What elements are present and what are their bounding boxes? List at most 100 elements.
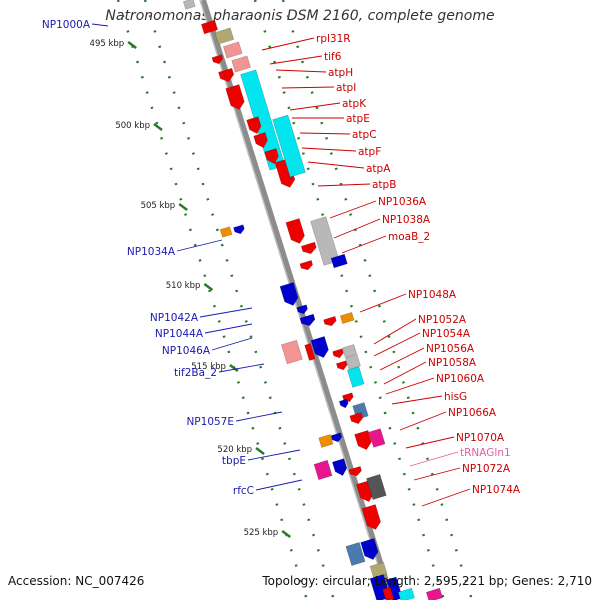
gene-arrow [264,148,279,165]
gene-label-tRNAGln1[interactable]: tRNAGln1 [460,447,511,459]
kbp-tick-mark [203,283,214,291]
gene-label-NP1072A[interactable]: NP1072A [462,463,511,475]
gene-label-tif6[interactable]: tif6 [324,51,342,63]
leader-line [176,239,223,252]
gene-feature [330,432,343,443]
gene-feature [300,241,317,255]
gene-label-tif2Ba_2[interactable]: tif2Ba_2 [174,367,217,379]
gene-box [214,27,235,45]
gene-label-atpE[interactable]: atpE [346,113,370,125]
gene-label-moaB_2[interactable]: moaB_2 [388,231,430,243]
leader-line [235,411,283,422]
gene-label-NP1038A[interactable]: NP1038A [382,214,431,226]
gene-arrow [225,84,245,110]
gene-feature [214,27,235,45]
gene-arrow [360,538,379,560]
gene-arrow [218,67,235,83]
gene-label-NP1074A[interactable]: NP1074A [472,484,521,496]
gene-box [330,253,348,269]
leader-line [413,467,461,481]
gene-arrow [342,392,354,403]
kbp-ticks: 495 kbp 500 kbp 505 kbp 510 kbp 515 kbp 520 k… [90,39,291,538]
gene-features [182,0,443,600]
gene-feature [348,466,362,477]
gene-feature [299,313,316,327]
gene-arrow [246,116,262,135]
gene-label-NP1060A[interactable]: NP1060A [436,373,485,385]
leader-line [301,147,357,152]
gene-feature [253,132,268,149]
leader-line [379,347,425,371]
gene-label-rpl31R[interactable]: rpl31R [316,33,351,45]
kbp-tick-label: 525 kbp [244,528,279,538]
gene-label-atpB[interactable]: atpB [372,179,396,191]
leader-line [383,361,427,385]
gene-arrow [361,504,381,530]
leader-line [341,235,387,254]
leader-line [281,86,335,89]
leader-line [211,337,253,351]
gene-label-NP1036A[interactable]: NP1036A [378,196,427,208]
gene-label-NP1058A[interactable]: NP1058A [428,357,477,369]
gene-label-NP1042A[interactable]: NP1042A [150,312,199,324]
gene-label-atpK[interactable]: atpK [342,98,367,110]
gene-feature [313,459,333,481]
gene-feature [354,429,372,450]
genome-summary-text: Topology: circular; Length: 2,595,221 bp… [262,574,592,588]
gene-label-NP1048A[interactable]: NP1048A [408,289,457,301]
gene-label-NP1057E[interactable]: NP1057E [186,416,234,428]
gene-label-NP1034A[interactable]: NP1034A [127,246,176,258]
kbp-tick-mark [255,447,265,455]
gene-box [318,434,334,448]
gene-label-atpF[interactable]: atpF [358,146,381,158]
gene-feature [225,84,245,110]
gene-label-atpC[interactable]: atpC [352,129,377,141]
gene-feature [310,216,340,266]
gene-feature [310,336,329,358]
gene-label-NP1052A[interactable]: NP1052A [418,314,467,326]
kbp-tick-mark [178,203,188,211]
gene-box [397,587,415,600]
leader-line [385,377,435,395]
gene-feature [299,260,313,271]
gene-box [345,354,361,370]
gene-label-NP1000A[interactable]: NP1000A [42,19,91,31]
gene-feature [318,434,334,448]
gene-label-NP1056A[interactable]: NP1056A [426,343,475,355]
leader-line [307,161,365,169]
kbp-tick-mark [281,530,291,538]
gene-feature [304,343,316,361]
gene-box [366,474,387,500]
gene-arrow [299,313,316,327]
gene-label-hisG[interactable]: hisG [444,391,467,403]
gene-labels[interactable]: NP1000A NP1034A NP1042A NP1044A NP1046A tif2B… [42,19,521,497]
gene-label-NP1066A[interactable]: NP1066A [448,407,497,419]
gene-feature [345,354,361,370]
gene-box [425,587,443,600]
leader-line [91,23,109,27]
gene-label-atpI[interactable]: atpI [336,82,356,94]
leader-line [373,318,417,345]
gene-label-NP1054A[interactable]: NP1054A [422,328,471,340]
guide-dotted-line [116,0,309,600]
leader-line [204,323,253,334]
gene-label-rfcC[interactable]: rfcC [233,485,254,497]
gene-label-atpH[interactable]: atpH [328,67,353,79]
gene-label-NP1044A[interactable]: NP1044A [155,328,204,340]
gene-label-atpA[interactable]: atpA [366,163,391,175]
leader-line [373,332,421,357]
gene-label-NP1046A[interactable]: NP1046A [162,345,211,357]
leader-line [399,411,447,431]
gene-arrow [323,316,337,327]
gene-feature [323,316,337,327]
gene-label-NP1070A[interactable]: NP1070A [456,432,505,444]
leader-line [199,307,253,318]
gene-feature [279,282,299,306]
gene-box [231,55,251,73]
kbp-tick-label: 515 kbp [191,362,226,372]
kbp-tick-mark [153,123,163,131]
gene-label-tbpE[interactable]: tbpE [222,455,246,467]
gene-feature [246,116,262,135]
gene-arrow [211,54,224,65]
gene-feature [285,218,305,244]
